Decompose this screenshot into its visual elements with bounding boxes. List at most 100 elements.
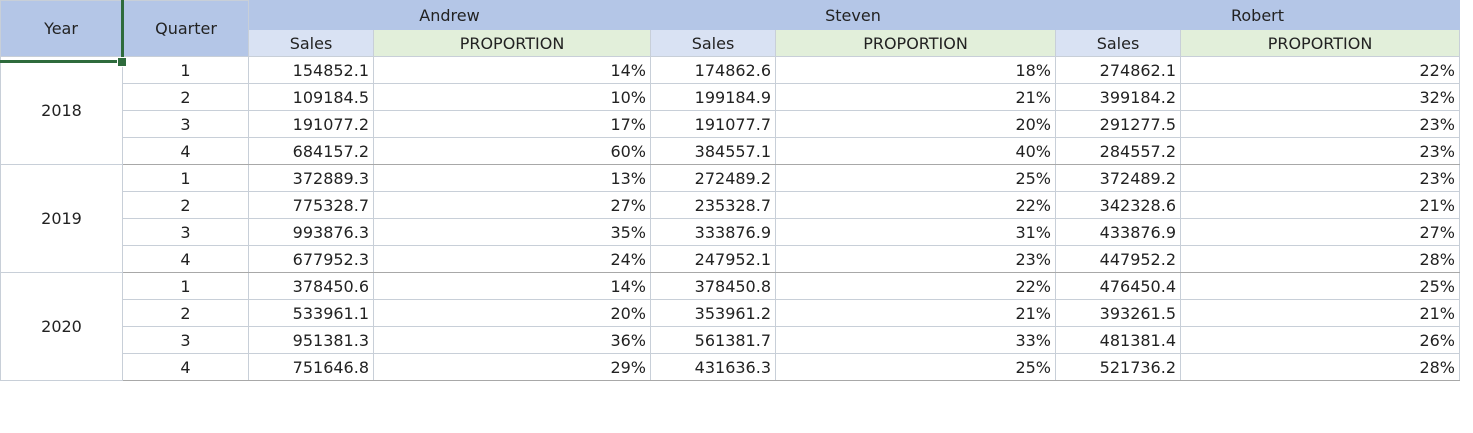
robert-sales-cell[interactable]: 284557.2 (1055, 137, 1181, 165)
robert-sales-cell[interactable]: 476450.4 (1055, 272, 1181, 300)
robert-sales-cell[interactable]: 372489.2 (1055, 164, 1181, 192)
andrew-sales-cell[interactable]: 993876.3 (248, 218, 374, 246)
andrew-proportion-cell[interactable]: 14% (373, 272, 651, 300)
robert-sales-cell[interactable]: 342328.6 (1055, 191, 1181, 219)
andrew-sales-cell[interactable]: 684157.2 (248, 137, 374, 165)
andrew-proportion-cell[interactable]: 36% (373, 326, 651, 354)
andrew-proportion-header[interactable]: PROPORTION (373, 29, 651, 57)
andrew-proportion-cell[interactable]: 27% (373, 191, 651, 219)
quarter-cell[interactable]: 2 (122, 83, 249, 111)
steven-proportion-cell[interactable]: 23% (775, 245, 1056, 273)
year-cell[interactable]: 2018 (0, 56, 123, 165)
robert-proportion-cell[interactable]: 26% (1180, 326, 1460, 354)
quarter-cell[interactable]: 3 (122, 326, 249, 354)
robert-sales-cell[interactable]: 433876.9 (1055, 218, 1181, 246)
quarter-cell[interactable]: 2 (122, 299, 249, 327)
steven-proportion-cell[interactable]: 40% (775, 137, 1056, 165)
steven-proportion-cell[interactable]: 22% (775, 191, 1056, 219)
steven-sales-cell[interactable]: 235328.7 (650, 191, 776, 219)
andrew-sales-cell[interactable]: 109184.5 (248, 83, 374, 111)
andrew-sales-cell[interactable]: 378450.6 (248, 272, 374, 300)
robert-proportion-cell[interactable]: 21% (1180, 299, 1460, 327)
steven-proportion-cell[interactable]: 31% (775, 218, 1056, 246)
steven-proportion-cell[interactable]: 21% (775, 299, 1056, 327)
steven-proportion-header[interactable]: PROPORTION (775, 29, 1056, 57)
steven-header[interactable]: Steven (650, 0, 1056, 30)
quarter-cell[interactable]: 4 (122, 137, 249, 165)
steven-proportion-cell[interactable]: 25% (775, 353, 1056, 381)
quarter-cell[interactable]: 1 (122, 272, 249, 300)
andrew-sales-cell[interactable]: 951381.3 (248, 326, 374, 354)
robert-proportion-cell[interactable]: 25% (1180, 272, 1460, 300)
steven-proportion-cell[interactable]: 18% (775, 56, 1056, 84)
andrew-sales-cell[interactable]: 154852.1 (248, 56, 374, 84)
andrew-sales-cell[interactable]: 372889.3 (248, 164, 374, 192)
andrew-proportion-cell[interactable]: 10% (373, 83, 651, 111)
robert-sales-header[interactable]: Sales (1055, 29, 1181, 57)
andrew-sales-cell[interactable]: 775328.7 (248, 191, 374, 219)
andrew-sales-cell[interactable]: 677952.3 (248, 245, 374, 273)
quarter-cell[interactable]: 1 (122, 164, 249, 192)
robert-proportion-cell[interactable]: 23% (1180, 110, 1460, 138)
quarter-header[interactable]: Quarter (122, 0, 249, 57)
robert-proportion-cell[interactable]: 32% (1180, 83, 1460, 111)
steven-proportion-cell[interactable]: 21% (775, 83, 1056, 111)
robert-proportion-header[interactable]: PROPORTION (1180, 29, 1460, 57)
andrew-sales-cell[interactable]: 751646.8 (248, 353, 374, 381)
steven-sales-cell[interactable]: 353961.2 (650, 299, 776, 327)
steven-sales-cell[interactable]: 561381.7 (650, 326, 776, 354)
year-cell[interactable]: 2019 (0, 164, 123, 273)
robert-sales-cell[interactable]: 521736.2 (1055, 353, 1181, 381)
steven-proportion-cell[interactable]: 25% (775, 164, 1056, 192)
year-header[interactable]: Year (0, 0, 124, 57)
steven-sales-cell[interactable]: 431636.3 (650, 353, 776, 381)
quarter-cell[interactable]: 4 (122, 353, 249, 381)
steven-sales-cell[interactable]: 247952.1 (650, 245, 776, 273)
steven-sales-cell[interactable]: 384557.1 (650, 137, 776, 165)
robert-proportion-cell[interactable]: 28% (1180, 245, 1460, 273)
andrew-proportion-cell[interactable]: 60% (373, 137, 651, 165)
robert-header[interactable]: Robert (1055, 0, 1460, 30)
andrew-proportion-cell[interactable]: 29% (373, 353, 651, 381)
robert-proportion-cell[interactable]: 23% (1180, 137, 1460, 165)
steven-sales-cell[interactable]: 174862.6 (650, 56, 776, 84)
robert-sales-cell[interactable]: 291277.5 (1055, 110, 1181, 138)
steven-sales-cell[interactable]: 199184.9 (650, 83, 776, 111)
robert-sales-cell[interactable]: 481381.4 (1055, 326, 1181, 354)
robert-proportion-cell[interactable]: 21% (1180, 191, 1460, 219)
steven-sales-cell[interactable]: 272489.2 (650, 164, 776, 192)
steven-sales-cell[interactable]: 378450.8 (650, 272, 776, 300)
andrew-proportion-cell[interactable]: 14% (373, 56, 651, 84)
andrew-proportion-cell[interactable]: 35% (373, 218, 651, 246)
steven-sales-cell[interactable]: 191077.7 (650, 110, 776, 138)
quarter-cell[interactable]: 2 (122, 191, 249, 219)
robert-proportion-cell[interactable]: 28% (1180, 353, 1460, 381)
andrew-proportion-cell[interactable]: 17% (373, 110, 651, 138)
steven-proportion-cell[interactable]: 20% (775, 110, 1056, 138)
robert-sales-cell[interactable]: 447952.2 (1055, 245, 1181, 273)
andrew-sales-cell[interactable]: 191077.2 (248, 110, 374, 138)
andrew-proportion-cell[interactable]: 24% (373, 245, 651, 273)
quarter-cell[interactable]: 3 (122, 110, 249, 138)
quarter-cell[interactable]: 3 (122, 218, 249, 246)
robert-proportion-cell[interactable]: 27% (1180, 218, 1460, 246)
andrew-proportion-cell[interactable]: 20% (373, 299, 651, 327)
steven-sales-cell[interactable]: 333876.9 (650, 218, 776, 246)
quarter-cell[interactable]: 1 (122, 56, 249, 84)
fill-handle[interactable] (117, 57, 127, 67)
robert-proportion-cell[interactable]: 23% (1180, 164, 1460, 192)
robert-sales-cell[interactable]: 399184.2 (1055, 83, 1181, 111)
steven-sales-header[interactable]: Sales (650, 29, 776, 57)
table-row: 4 684157.2 60% 384557.1 40% 284557.2 23% (1, 137, 1460, 165)
andrew-sales-cell[interactable]: 533961.1 (248, 299, 374, 327)
year-cell[interactable]: 2020 (0, 272, 123, 381)
quarter-cell[interactable]: 4 (122, 245, 249, 273)
andrew-proportion-cell[interactable]: 13% (373, 164, 651, 192)
robert-proportion-cell[interactable]: 22% (1180, 56, 1460, 84)
andrew-header[interactable]: Andrew (248, 0, 651, 30)
robert-sales-cell[interactable]: 274862.1 (1055, 56, 1181, 84)
robert-sales-cell[interactable]: 393261.5 (1055, 299, 1181, 327)
andrew-sales-header[interactable]: Sales (248, 29, 374, 57)
steven-proportion-cell[interactable]: 33% (775, 326, 1056, 354)
steven-proportion-cell[interactable]: 22% (775, 272, 1056, 300)
